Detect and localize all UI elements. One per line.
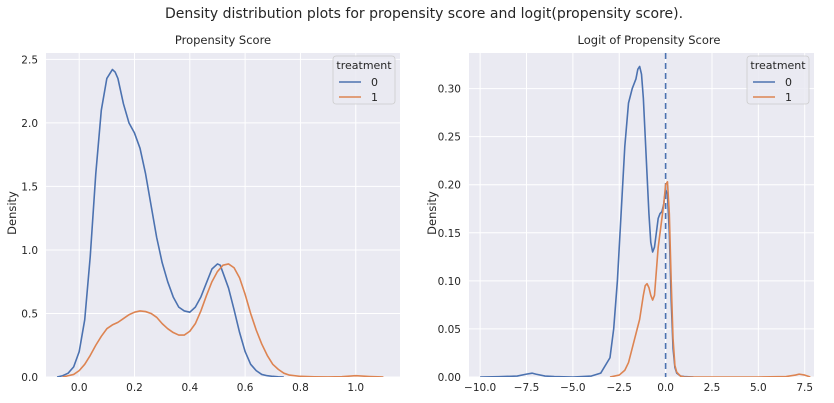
right-y-tick-label: 0.00: [438, 372, 461, 384]
left-legend-label-0: 0: [371, 76, 378, 89]
left-density-line-treatment-1: [62, 263, 384, 377]
right-legend-box: [746, 55, 810, 105]
right-y-tick-label: 0.05: [438, 324, 461, 336]
left-density-line-treatment-0: [56, 68, 284, 377]
left-legend-box: [332, 55, 396, 105]
left-y-tick-label: 2.0: [21, 118, 38, 130]
right-x-tick-label: 2.5: [704, 382, 721, 394]
left-y-tick-label: 2.5: [21, 54, 38, 66]
propensity-score-panel: Propensity Score Density 0.0 0.2 0.4 0.6 0.8…: [5, 33, 400, 394]
logit-score-panel: Logit of Propensity Score Density −10.0−…: [425, 33, 814, 394]
right-panel-title: Logit of Propensity Score: [578, 33, 721, 47]
left-y-tick-label: 0.5: [21, 308, 38, 320]
left-legend-label-1: 1: [371, 91, 378, 104]
right-y-tick-label: 0.30: [438, 84, 461, 96]
left-x-tick-label: 1.0: [347, 382, 364, 394]
right-x-tick-label: −10.0: [464, 382, 496, 394]
right-y-tick-label: 0.25: [438, 132, 461, 144]
left-y-tick-label: 1.5: [21, 181, 38, 193]
right-y-axis-label: Density: [425, 191, 439, 235]
left-panel-title: Propensity Score: [175, 33, 271, 47]
left-axes-background: [46, 53, 400, 377]
left-legend-title: treatment: [336, 59, 392, 72]
left-y-tick-label: 1.0: [21, 245, 38, 257]
right-y-tick-label: 0.10: [438, 276, 461, 288]
right-legend-label-0: 0: [785, 76, 792, 89]
left-y-tick-label: 0.0: [21, 372, 38, 384]
left-y-axis-label: Density: [5, 191, 19, 235]
right-y-tick-label: 0.15: [438, 228, 461, 240]
right-plot-marks: −10.0 −7.5 −5.0 −2.5 0.0 2.5 5.0 7.5 0.00 0.05 0.1…: [438, 53, 814, 394]
left-x-tick-label: 0.4: [181, 382, 198, 394]
left-x-tick-label: 0.0: [71, 382, 88, 394]
right-x-tick-label: 5.0: [750, 382, 767, 394]
figure-suptitle: Density distribution plots for propensit…: [165, 6, 683, 22]
right-legend-label-1: 1: [785, 91, 792, 104]
left-x-tick-label: 0.2: [126, 382, 143, 394]
right-x-tick-label: −7.5: [514, 382, 540, 394]
right-legend-title: treatment: [750, 59, 806, 72]
right-x-tick-label: 0.0: [657, 382, 674, 394]
left-x-tick-label: 0.8: [292, 382, 309, 394]
right-y-tick-label: 0.20: [438, 180, 461, 192]
right-x-tick-label: −5.0: [560, 382, 586, 394]
left-x-tick-label: 0.6: [237, 382, 254, 394]
right-x-tick-label: −2.5: [606, 382, 632, 394]
right-density-line-treatment-1: [609, 181, 811, 377]
right-x-tick-label: 7.5: [796, 382, 813, 394]
left-plot-marks: 0.0 0.2 0.4 0.6 0.8 1.0 0.0 0.5 1.0 1.5 2.0 2.5 trea…: [21, 53, 400, 394]
